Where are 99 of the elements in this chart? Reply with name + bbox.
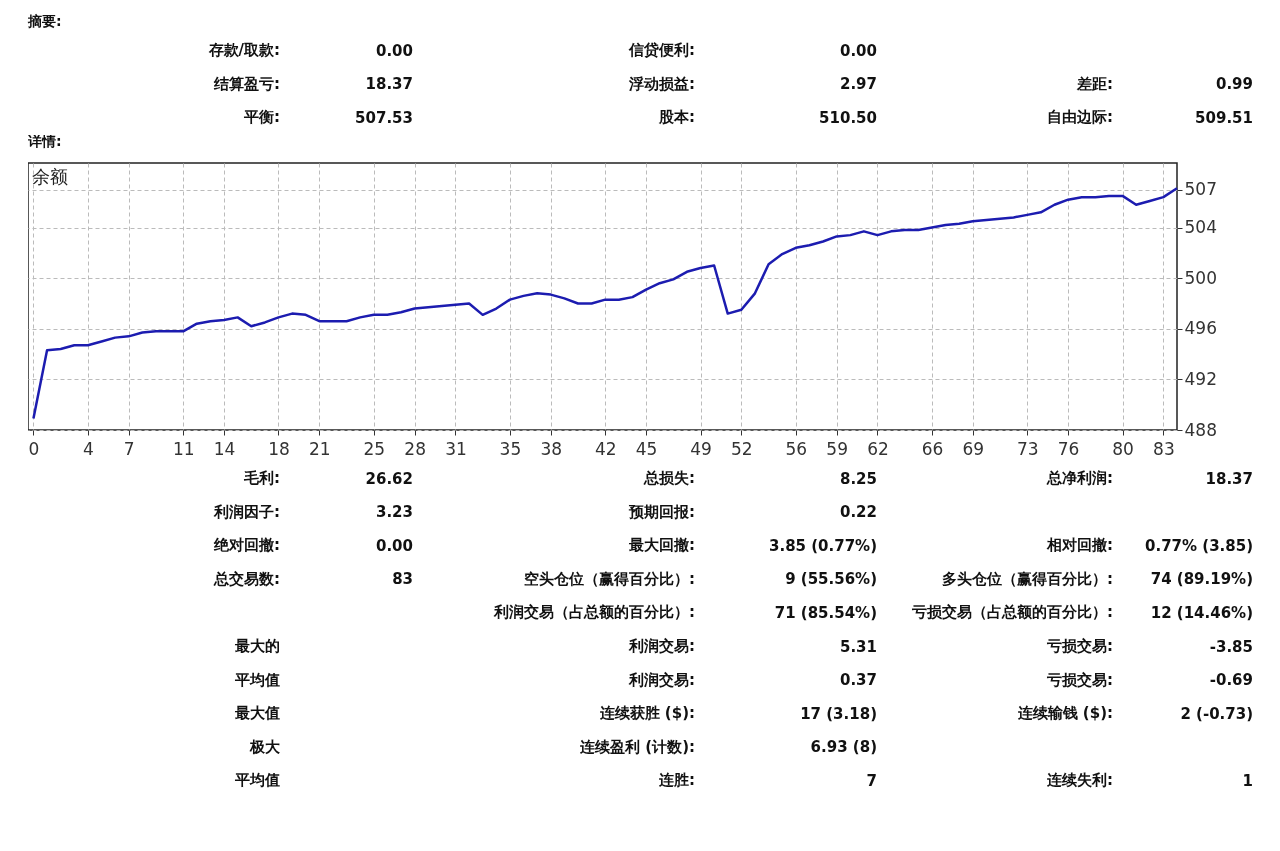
text: 509.51 <box>1194 108 1253 127</box>
text: 6.93 (8) <box>809 738 877 757</box>
text: 2.97 <box>839 75 877 94</box>
text: 连续失利: <box>1046 771 1113 791</box>
text: 平衡: <box>243 108 280 128</box>
text: 利润因子: <box>213 502 280 522</box>
text: 3.23 <box>375 503 413 522</box>
y-tick-label: 492 <box>1184 368 1217 389</box>
annotation: 余额 <box>32 165 68 187</box>
text: 8.25 <box>839 469 877 488</box>
text: 亏损交易（占总额的百分比）: <box>911 603 1113 623</box>
text: 结算盈亏: <box>213 74 280 94</box>
x-tick-label: 38 <box>540 438 563 459</box>
text: 5.31 <box>839 637 877 656</box>
x-tick-label: 14 <box>213 438 236 459</box>
x-tick-label: 80 <box>1112 438 1134 459</box>
x-tick-label: 49 <box>690 438 712 459</box>
text: 总损失: <box>642 469 695 489</box>
x-tick-label: 59 <box>826 438 848 459</box>
x-tick-label: 52 <box>731 438 753 459</box>
x-tick-label: 7 <box>123 438 135 459</box>
text: 连续盈利 (计数): <box>579 737 695 757</box>
text: 1 <box>1241 771 1253 790</box>
text: 7 <box>865 771 877 790</box>
text: 17 (3.18) <box>799 704 877 723</box>
x-tick-label: 35 <box>499 438 522 459</box>
text: 0.99 <box>1215 75 1253 94</box>
y-tick-label: 488 <box>1184 419 1217 440</box>
x-tick-label: 0 <box>28 438 40 459</box>
x-tick-label: 28 <box>404 438 426 459</box>
y-tick-label: 496 <box>1184 318 1217 339</box>
text: 自由边际: <box>1046 108 1113 128</box>
x-tick-label: 18 <box>268 438 290 459</box>
x-tick-label: 73 <box>1016 438 1039 459</box>
text: 71 (85.54%) <box>773 603 877 622</box>
text: 平均值 <box>234 670 280 690</box>
y-tick-label: 507 <box>1184 178 1217 199</box>
text: 毛利: <box>243 469 280 489</box>
text: 存款/取款: <box>207 41 280 61</box>
text: 0.00 <box>839 41 877 60</box>
text: 507.53 <box>354 108 413 127</box>
y-tick-label: 504 <box>1184 216 1217 237</box>
x-tick-label: 69 <box>962 438 985 459</box>
text: 相对回撤: <box>1046 536 1113 556</box>
y-tick-label: 500 <box>1184 267 1217 288</box>
text: 12 (14.46%) <box>1149 603 1253 622</box>
x-tick-label: 4 <box>82 438 94 459</box>
text: 利润交易: <box>628 670 695 690</box>
text: 最大的 <box>234 637 280 657</box>
text: 空头仓位（赢得百分比）: <box>523 569 695 589</box>
text: -0.69 <box>1208 671 1253 690</box>
text: 2 (-0.73) <box>1179 704 1253 723</box>
text: 总交易数: <box>212 569 280 589</box>
text: -3.85 <box>1208 637 1253 656</box>
text: 亏损交易: <box>1046 637 1113 657</box>
x-tick-label: 76 <box>1057 438 1080 459</box>
text: 浮动损益: <box>628 74 695 94</box>
text: 预期回报: <box>628 502 695 522</box>
x-tick-label: 83 <box>1153 438 1175 459</box>
text: 0.00 <box>375 536 413 555</box>
text: 0.77% (3.85) <box>1144 536 1253 555</box>
text: 连胜: <box>658 771 695 791</box>
text: 信贷便利: <box>627 41 695 61</box>
text: 总净利润: <box>1045 469 1113 489</box>
text: 绝对回撤: <box>213 536 280 556</box>
text: 多头仓位（赢得百分比）: <box>941 569 1113 589</box>
x-tick-label: 45 <box>635 438 658 459</box>
x-tick-label: 25 <box>363 438 386 459</box>
x-tick-label: 56 <box>785 438 808 459</box>
text: 平均值 <box>234 771 280 791</box>
text: 74 (89.19%) <box>1149 570 1253 589</box>
text: 18.37 <box>364 75 413 94</box>
text: 亏损交易: <box>1046 670 1113 690</box>
text: 18.37 <box>1204 469 1253 488</box>
text: 极大 <box>248 737 280 757</box>
x-tick-label: 31 <box>445 438 467 459</box>
text: 83 <box>391 570 413 589</box>
x-tick-label: 21 <box>309 438 331 459</box>
text: 0.22 <box>839 503 877 522</box>
x-tick-label: 62 <box>867 438 889 459</box>
x-tick-label: 66 <box>921 438 944 459</box>
x-tick-label: 42 <box>594 438 617 459</box>
text: 利润交易（占总额的百分比）: <box>493 603 695 623</box>
text: 510.50 <box>818 108 877 127</box>
text: 连续获胜 ($): <box>598 704 695 724</box>
text: 利润交易: <box>628 637 695 657</box>
text: 最大回撤: <box>628 536 695 556</box>
text: 26.62 <box>364 469 413 488</box>
text: 0.00 <box>375 41 413 60</box>
text: 差距: <box>1076 74 1113 94</box>
text: 摘要: <box>28 12 63 31</box>
x-tick-label: 11 <box>172 438 195 459</box>
text: 最大值 <box>234 704 280 724</box>
text: 3.85 (0.77%) <box>768 536 877 555</box>
text: 9 (55.56%) <box>784 570 877 589</box>
text: 股本: <box>658 108 695 128</box>
text: 连续输钱 ($): <box>1016 704 1113 724</box>
text: 0.37 <box>839 671 877 690</box>
line-series <box>32 186 1179 420</box>
